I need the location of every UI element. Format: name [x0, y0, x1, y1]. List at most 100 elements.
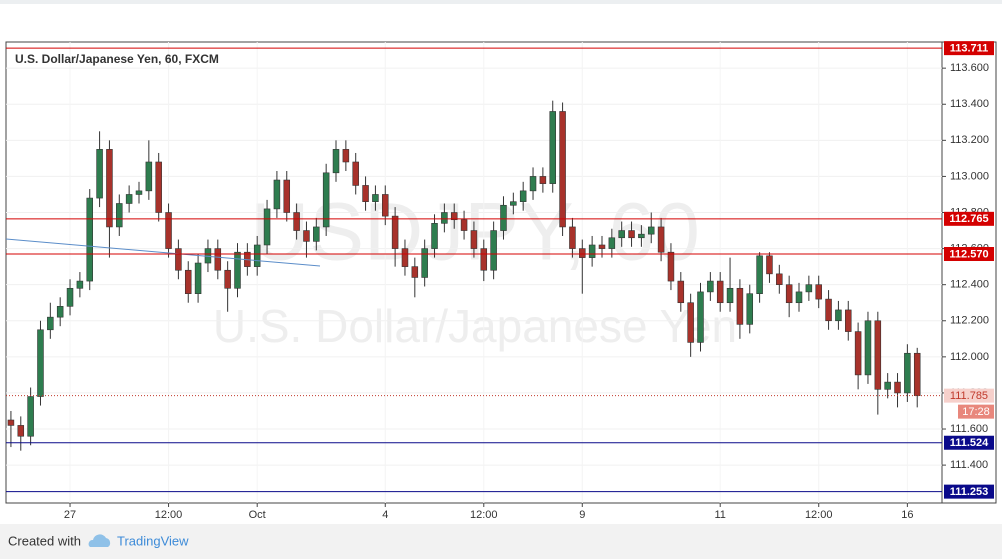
y-tick-label: 112.000	[950, 351, 989, 363]
candle-body	[125, 194, 133, 204]
candle-body	[638, 233, 645, 239]
candle-body	[66, 287, 74, 307]
x-tick-label: 12:00	[470, 509, 498, 521]
candle-body	[184, 269, 192, 295]
logo-icon	[88, 534, 111, 547]
y-tick-label: 112.400	[950, 279, 989, 291]
candle-body	[618, 230, 625, 239]
candle-body	[175, 248, 182, 271]
y-tick-label: 113.000	[950, 170, 989, 182]
x-tick-label: 27	[64, 509, 76, 521]
candle-body	[854, 331, 862, 376]
candle-body	[421, 248, 428, 278]
candle-body	[519, 190, 527, 202]
candle-body	[352, 161, 359, 186]
x-tick-label: 11	[714, 509, 725, 521]
candle-body	[894, 381, 901, 394]
candle-body	[549, 111, 556, 184]
candle-body	[480, 248, 488, 271]
level-label: 111.524	[950, 437, 989, 449]
candle-body	[145, 161, 153, 192]
candle-body	[785, 284, 793, 304]
candle-body	[293, 212, 300, 231]
candle-body	[411, 266, 419, 278]
candle-body	[746, 293, 754, 325]
level-label: 113.711	[950, 43, 989, 55]
candle-body	[47, 316, 54, 331]
x-tick-label: 12:00	[805, 509, 833, 521]
candle-body	[313, 226, 320, 242]
candle-body	[776, 273, 783, 285]
candle-body	[106, 149, 113, 228]
candle-body	[756, 255, 763, 295]
candle-body	[647, 226, 655, 235]
candle-body	[165, 212, 172, 249]
y-tick-label: 113.600	[950, 62, 989, 74]
candle-body	[845, 309, 852, 332]
candle-body	[579, 248, 586, 258]
candle-body	[864, 320, 872, 376]
candle-body	[214, 248, 222, 271]
candle-body	[805, 284, 813, 293]
level-label-box	[944, 435, 994, 450]
candle-body	[441, 212, 448, 224]
top-strip	[0, 0, 1002, 4]
footer-bar	[0, 524, 1002, 559]
candle-body	[539, 176, 547, 184]
candle-body	[500, 204, 507, 231]
last-price-label: 111.785	[950, 390, 988, 402]
candle-body	[707, 280, 714, 293]
candle-body	[283, 179, 291, 213]
candle-body	[362, 185, 369, 202]
candle-body	[490, 230, 497, 271]
candle-body	[401, 248, 409, 267]
candle-body	[559, 111, 566, 228]
candle-body	[904, 352, 911, 394]
candle-body	[431, 223, 438, 249]
candle-body	[687, 302, 694, 343]
candle-body	[470, 230, 478, 249]
candle-body	[598, 244, 606, 249]
candle-body	[382, 194, 389, 217]
candle-body	[155, 161, 162, 213]
brand-link[interactable]: TradingView	[117, 533, 189, 548]
candle-body	[37, 329, 44, 397]
candle-body	[510, 201, 517, 206]
chart-frame	[5, 41, 997, 504]
y-tick-label: 111.600	[950, 423, 988, 435]
candle-body	[726, 287, 734, 304]
candle-body	[27, 396, 34, 437]
candle-body	[96, 149, 103, 199]
candle-body	[194, 262, 202, 295]
y-tick-label: 113.200	[950, 134, 989, 146]
footer-text: Created with	[8, 533, 81, 548]
candle-body	[116, 203, 123, 228]
candle-body	[529, 176, 537, 192]
candle-body	[450, 212, 458, 221]
candle-body	[795, 291, 803, 304]
last-price-box	[944, 388, 994, 403]
candle-body	[766, 255, 773, 275]
candle-body	[56, 306, 64, 318]
candle-body	[234, 251, 241, 289]
level-label-box	[944, 211, 994, 226]
candle-body	[17, 425, 25, 437]
y-tick-label: 112.200	[950, 315, 989, 327]
candle-body	[391, 215, 399, 249]
countdown-box	[958, 404, 994, 419]
candle-body	[736, 287, 744, 325]
x-tick-label: 16	[901, 509, 913, 521]
candle-body	[135, 190, 143, 195]
level-label-box	[944, 484, 994, 499]
candle-body	[76, 280, 84, 289]
candle-body	[342, 149, 350, 163]
level-label: 111.253	[950, 486, 989, 498]
x-tick-label: Oct	[249, 509, 266, 521]
chart-title: U.S. Dollar/Japanese Yen, 60, FXCM	[15, 52, 219, 66]
watermark-name: U.S. Dollar/Japanese Yen	[213, 300, 737, 352]
candle-body	[253, 244, 261, 267]
x-tick-label: 4	[382, 509, 388, 521]
candle-body	[716, 280, 724, 304]
candle-body	[657, 226, 665, 253]
